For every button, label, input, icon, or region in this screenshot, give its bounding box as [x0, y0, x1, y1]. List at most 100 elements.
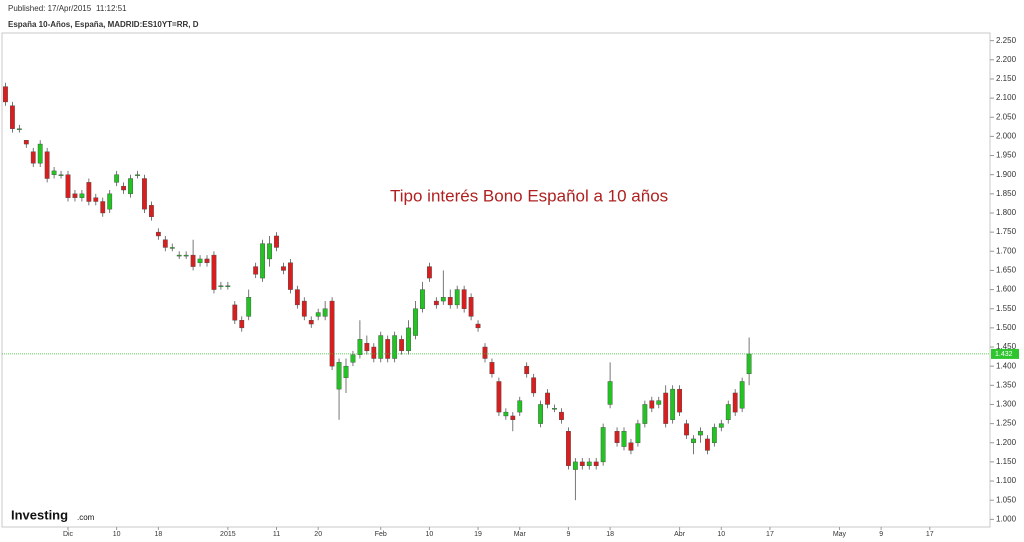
- candle-body: [447, 297, 453, 306]
- candle-body: [552, 408, 557, 410]
- candle-body: [204, 258, 210, 263]
- x-tick-label: 10: [113, 531, 121, 538]
- candle-body: [44, 151, 50, 179]
- candle-body: [489, 362, 495, 375]
- candle-body: [294, 289, 300, 306]
- candle-body: [65, 174, 71, 198]
- y-tick-label: 1.900: [996, 170, 1017, 179]
- candle-body: [642, 404, 648, 424]
- candle-body: [79, 193, 85, 198]
- candle-body: [454, 289, 460, 306]
- candle-body: [30, 151, 36, 164]
- candle-body: [86, 182, 92, 202]
- candle-body: [322, 308, 328, 317]
- chart-title: España 10-Años, España, MADRID:ES10YT=RR…: [8, 20, 199, 29]
- x-tick-label: Feb: [375, 531, 387, 538]
- candle-body: [315, 312, 321, 317]
- candle-body: [114, 174, 120, 183]
- candle-body: [135, 174, 140, 176]
- candle-body: [148, 205, 154, 218]
- candle-body: [691, 438, 696, 443]
- candle-body: [371, 346, 377, 359]
- candle-body: [572, 461, 578, 470]
- candle-body: [496, 381, 502, 413]
- x-tick-label: 20: [314, 531, 322, 538]
- x-tick-label: 18: [154, 531, 162, 538]
- x-tick-label: 10: [717, 531, 725, 538]
- candle-body: [732, 392, 738, 413]
- published-date: Published: 17/Apr/2015: [8, 4, 92, 13]
- candle-body: [718, 423, 724, 428]
- y-tick-label: 2.000: [996, 132, 1017, 141]
- candle-body: [211, 254, 217, 290]
- x-tick-label: 10: [426, 531, 434, 538]
- candle-body: [218, 285, 224, 287]
- candle-body: [100, 201, 106, 214]
- candle-body: [670, 388, 676, 420]
- candle-body: [517, 400, 523, 413]
- y-tick-label: 1.600: [996, 285, 1017, 294]
- candle-body: [51, 170, 57, 175]
- candle-body: [677, 388, 683, 413]
- y-tick-label: 1.950: [996, 151, 1017, 160]
- y-tick-label: 1.400: [996, 361, 1017, 370]
- candle-body: [281, 266, 286, 271]
- candle-body: [107, 193, 113, 210]
- y-tick-label: 1.150: [996, 457, 1017, 466]
- candle-body: [23, 140, 29, 145]
- candle-body: [121, 185, 127, 191]
- candle-body: [649, 400, 655, 409]
- candle-body: [3, 86, 8, 103]
- x-tick-label: 9: [566, 531, 570, 538]
- candle-body: [635, 423, 641, 443]
- y-tick-label: 1.700: [996, 246, 1017, 255]
- candle-body: [176, 254, 182, 257]
- logo: Investing: [11, 507, 68, 522]
- y-tick-label: 1.250: [996, 419, 1017, 428]
- x-tick-label: 9: [879, 531, 883, 538]
- candle-body: [183, 254, 189, 257]
- candle-body: [746, 353, 752, 375]
- y-tick-label: 1.100: [996, 476, 1017, 485]
- candle-body: [260, 243, 265, 279]
- x-tick-label: Mar: [514, 531, 527, 538]
- y-tick-label: 1.800: [996, 208, 1017, 217]
- x-tick-label: 2015: [220, 531, 236, 538]
- candle-body: [343, 365, 349, 378]
- candle-body: [155, 231, 161, 237]
- published-time: 11:12:51: [96, 4, 127, 13]
- candle-body: [607, 381, 613, 405]
- candle-body: [357, 339, 363, 355]
- y-tick-label: 1.650: [996, 266, 1017, 275]
- candle-body: [190, 254, 196, 267]
- candle-body: [433, 300, 439, 306]
- candle-body: [503, 411, 509, 417]
- candle-body: [628, 442, 634, 451]
- candle-body: [614, 431, 620, 443]
- candle-body: [579, 461, 585, 466]
- candle-body: [468, 297, 474, 317]
- candle-body: [663, 392, 669, 424]
- candle-body: [142, 178, 147, 210]
- x-tick-label: Abr: [674, 531, 686, 538]
- x-tick-label: 11: [273, 531, 280, 538]
- x-tick-label: 19: [474, 531, 482, 538]
- last-price-label: 1.432: [995, 351, 1013, 358]
- candle-body: [162, 239, 168, 248]
- candle-body: [385, 339, 391, 359]
- y-tick-label: 1.300: [996, 400, 1017, 409]
- y-tick-label: 1.500: [996, 323, 1017, 332]
- candle-body: [586, 461, 592, 466]
- candle-body: [308, 320, 314, 325]
- candle-body: [169, 247, 175, 249]
- x-tick-label: 18: [606, 531, 614, 538]
- candle-body: [399, 339, 404, 352]
- candle-body: [698, 431, 703, 436]
- candle-body: [253, 266, 259, 275]
- y-tick-label: 2.050: [996, 112, 1017, 121]
- y-tick-label: 1.450: [996, 342, 1017, 351]
- y-tick-label: 1.000: [996, 514, 1017, 523]
- candle-body: [531, 377, 537, 394]
- y-tick-label: 1.200: [996, 438, 1017, 447]
